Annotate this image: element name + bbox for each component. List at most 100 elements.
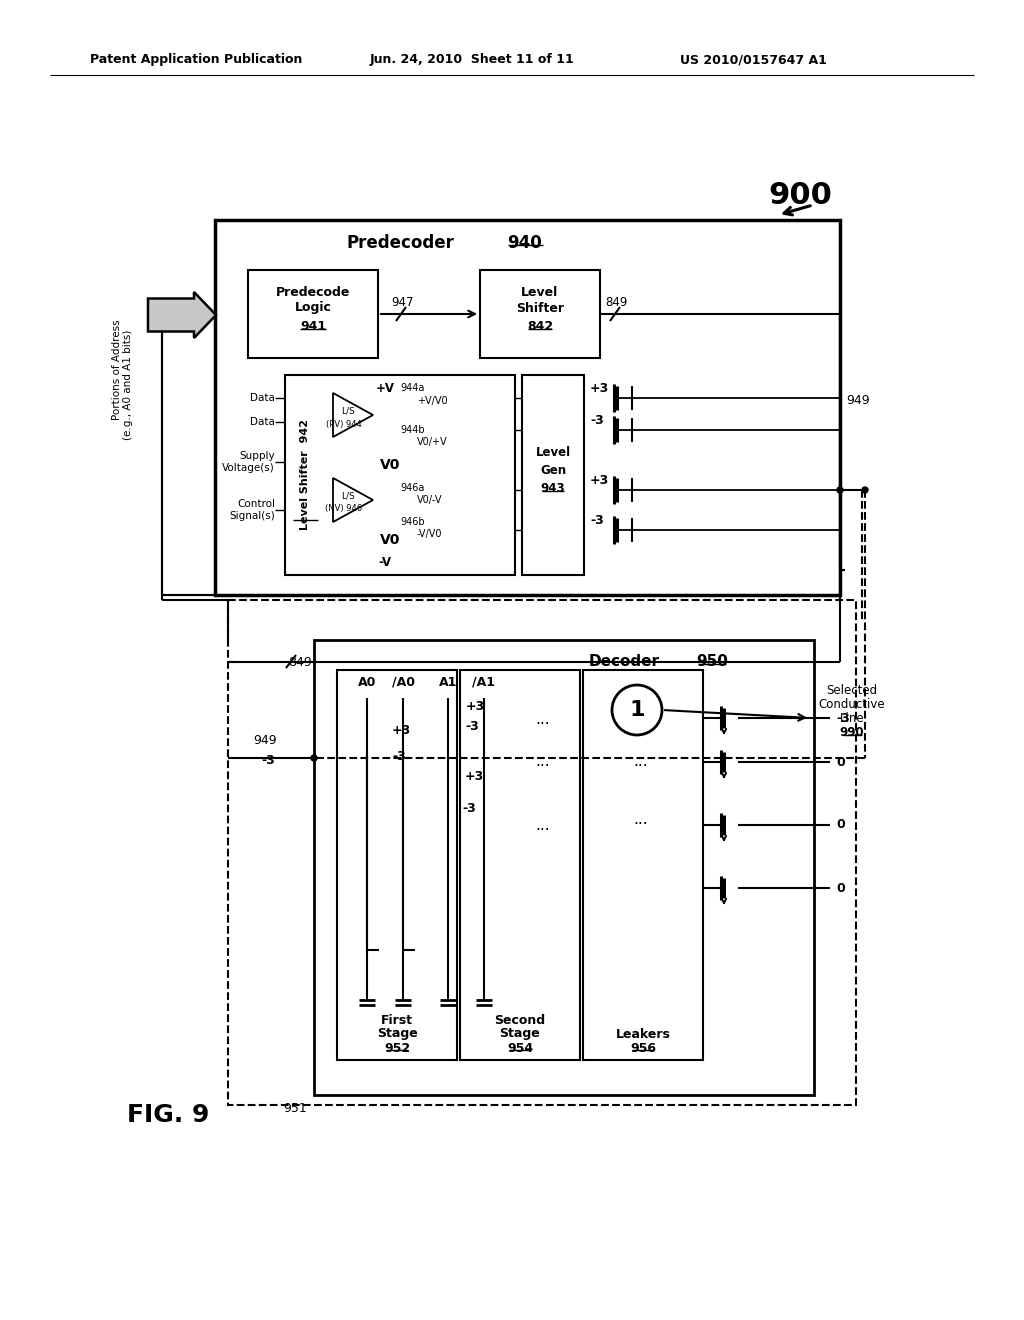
Text: Shifter: Shifter xyxy=(516,301,564,314)
Text: (NV) 946: (NV) 946 xyxy=(326,504,362,513)
Text: Portions of Address: Portions of Address xyxy=(112,319,122,420)
Bar xyxy=(460,671,580,1060)
Text: First: First xyxy=(381,1014,413,1027)
Text: +3: +3 xyxy=(465,700,484,713)
Circle shape xyxy=(837,487,843,492)
Text: +V: +V xyxy=(376,383,394,396)
Text: 842: 842 xyxy=(527,321,553,334)
Text: 0: 0 xyxy=(836,882,845,895)
Text: 947: 947 xyxy=(392,297,415,309)
Text: ...: ... xyxy=(536,817,550,833)
FancyArrow shape xyxy=(148,292,216,338)
Text: +3: +3 xyxy=(590,383,609,396)
Text: /A1: /A1 xyxy=(472,676,496,689)
Text: Predecode: Predecode xyxy=(275,285,350,298)
Text: 946b: 946b xyxy=(400,517,425,527)
Text: Stage: Stage xyxy=(500,1027,541,1040)
Bar xyxy=(522,375,584,576)
Text: Gen: Gen xyxy=(540,463,566,477)
Polygon shape xyxy=(333,393,373,437)
Text: /A0: /A0 xyxy=(391,676,415,689)
Text: 940: 940 xyxy=(508,234,543,252)
Text: V0: V0 xyxy=(380,458,400,473)
Text: 951: 951 xyxy=(283,1101,307,1114)
Text: A1: A1 xyxy=(439,676,457,689)
Bar xyxy=(248,271,378,358)
Text: +3: +3 xyxy=(464,770,483,783)
Text: Leakers: Leakers xyxy=(615,1027,671,1040)
Text: +V/V0: +V/V0 xyxy=(417,396,447,407)
Text: US 2010/0157647 A1: US 2010/0157647 A1 xyxy=(680,54,826,66)
Text: 946a: 946a xyxy=(400,483,424,492)
Text: ...: ... xyxy=(634,813,648,828)
Text: Control
Signal(s): Control Signal(s) xyxy=(229,499,275,521)
Text: 956: 956 xyxy=(630,1041,656,1055)
Bar xyxy=(480,271,600,358)
Bar xyxy=(583,671,703,1060)
Text: Logic: Logic xyxy=(295,301,332,314)
Text: 943: 943 xyxy=(541,483,565,495)
Text: V0/-V: V0/-V xyxy=(417,495,442,506)
Text: L/S: L/S xyxy=(341,407,355,416)
Bar xyxy=(215,220,840,595)
Text: V0/+V: V0/+V xyxy=(417,437,447,447)
Text: Selected: Selected xyxy=(826,684,878,697)
Text: FIG. 9: FIG. 9 xyxy=(127,1104,209,1127)
Text: Line: Line xyxy=(840,711,864,725)
Text: -3: -3 xyxy=(462,801,476,814)
Text: -3: -3 xyxy=(836,711,850,725)
Text: 900: 900 xyxy=(768,181,831,210)
Text: Jun. 24, 2010  Sheet 11 of 11: Jun. 24, 2010 Sheet 11 of 11 xyxy=(370,54,574,66)
Text: 949: 949 xyxy=(846,393,869,407)
Text: Data: Data xyxy=(250,417,275,426)
Text: V0: V0 xyxy=(380,533,400,546)
Text: -3: -3 xyxy=(590,515,604,528)
Text: Predecoder: Predecoder xyxy=(346,234,454,252)
Polygon shape xyxy=(333,478,373,521)
Text: ...: ... xyxy=(634,755,648,770)
Text: 0: 0 xyxy=(836,818,845,832)
Text: -3: -3 xyxy=(465,719,479,733)
Text: (e.g., A0 and A1 bits): (e.g., A0 and A1 bits) xyxy=(123,330,133,440)
Text: Level: Level xyxy=(536,446,570,459)
Text: 949: 949 xyxy=(253,734,276,747)
Circle shape xyxy=(311,755,317,762)
Text: -3: -3 xyxy=(261,754,274,767)
Text: -3: -3 xyxy=(590,414,604,428)
Text: Level: Level xyxy=(521,285,559,298)
Text: 990: 990 xyxy=(840,726,864,739)
Text: Stage: Stage xyxy=(377,1027,418,1040)
Text: +3: +3 xyxy=(590,474,609,487)
Text: (PV) 944: (PV) 944 xyxy=(326,420,361,429)
Text: Decoder: Decoder xyxy=(589,655,659,669)
Text: 944b: 944b xyxy=(400,425,425,436)
Text: -V/V0: -V/V0 xyxy=(417,529,442,539)
Text: L/S: L/S xyxy=(341,491,355,500)
Text: Supply
Voltage(s): Supply Voltage(s) xyxy=(222,451,275,473)
Text: 952: 952 xyxy=(384,1041,410,1055)
Bar xyxy=(314,640,814,1096)
Text: 941: 941 xyxy=(300,321,326,334)
Text: Second: Second xyxy=(495,1014,546,1027)
Bar xyxy=(285,375,515,576)
Circle shape xyxy=(612,685,662,735)
Text: 849: 849 xyxy=(605,297,627,309)
Text: 849: 849 xyxy=(288,656,312,668)
Bar xyxy=(228,601,856,1105)
Text: A0: A0 xyxy=(357,676,376,689)
Text: Level Shifter  942: Level Shifter 942 xyxy=(300,420,310,531)
Text: -V: -V xyxy=(379,556,391,569)
Text: -3: -3 xyxy=(392,750,406,763)
Text: Patent Application Publication: Patent Application Publication xyxy=(90,54,302,66)
Text: 954: 954 xyxy=(507,1041,534,1055)
Text: 950: 950 xyxy=(696,655,728,669)
Text: ...: ... xyxy=(536,755,550,770)
Bar xyxy=(337,671,457,1060)
Text: 0: 0 xyxy=(836,755,845,768)
Circle shape xyxy=(862,487,868,492)
Text: 944a: 944a xyxy=(400,383,424,393)
Text: Conductive: Conductive xyxy=(818,697,886,710)
Text: 1: 1 xyxy=(630,700,645,719)
Text: +3: +3 xyxy=(391,723,411,737)
Text: ...: ... xyxy=(536,713,550,727)
